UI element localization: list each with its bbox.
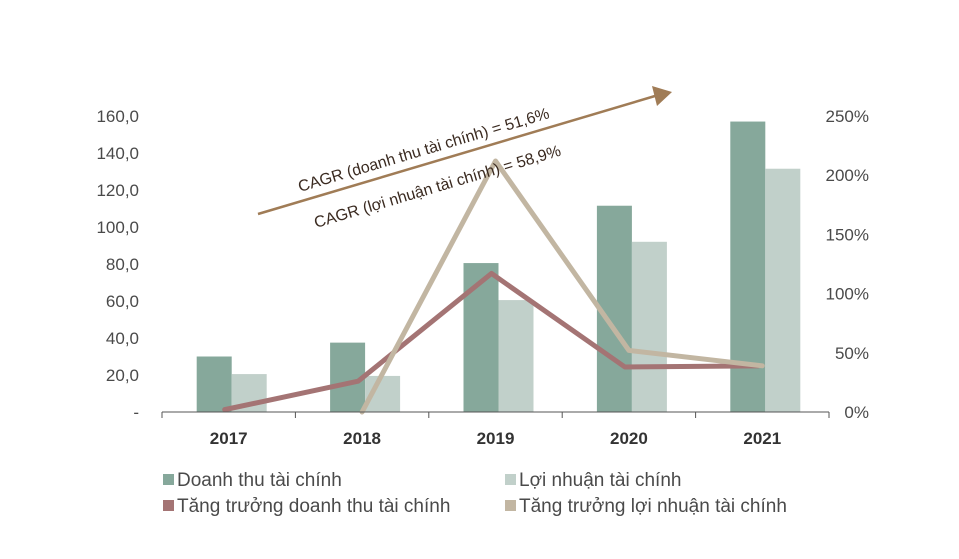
bar-s1-2019	[463, 263, 499, 412]
legend-label-3: Tăng trưởng doanh thu tài chính	[177, 496, 450, 517]
legend-swatch-4	[505, 500, 516, 511]
bar-s1-2017	[196, 356, 232, 412]
y-right-tick-label: 200%	[826, 166, 869, 185]
y-right-tick-label: 50%	[835, 344, 869, 363]
y-left-tick-label: 40,0	[106, 329, 139, 348]
cagr-arrow-line	[257, 94, 656, 216]
legend-swatch-2	[505, 474, 516, 485]
bar-s2-2021	[765, 168, 801, 412]
y-left-tick-label: 140,0	[96, 144, 139, 163]
y-right-tick-label: 100%	[826, 285, 869, 304]
y-left-tick-label: 80,0	[106, 255, 139, 274]
legend-label-2: Lợi nhuận tài chính	[519, 470, 681, 491]
legend-label-4: Tăng trưởng lợi nhuận tài chính	[519, 496, 787, 517]
cagr-arrow-head	[652, 86, 672, 106]
y-right-tick-label: 250%	[826, 107, 869, 126]
x-tick-label-2020: 2020	[610, 429, 648, 448]
x-tick-label-2021: 2021	[743, 429, 781, 448]
bar-s2-2020	[631, 241, 667, 412]
y-right-tick-label: 0%	[844, 403, 869, 422]
x-tick-label-2018: 2018	[343, 429, 381, 448]
bar-s1-2020	[596, 205, 632, 412]
bar-s2-2019	[498, 300, 534, 412]
x-tick-label-2019: 2019	[477, 429, 515, 448]
y-left-tick-label: 60,0	[106, 292, 139, 311]
line-series-2	[359, 158, 765, 415]
y-left-tick-label: 100,0	[96, 218, 139, 237]
legend-swatch-3	[163, 500, 174, 511]
legend: Doanh thu tài chính Lợi nhuận tài chính Tă…	[163, 470, 787, 517]
line-series-1	[222, 270, 761, 413]
y-right-tick-label: 150%	[826, 225, 869, 244]
y-left-tick-label: 120,0	[96, 181, 139, 200]
axis-layer: 2017 2018 2019 2020 2021 - 20,0 40,0 60,0 80,0 100…	[96, 107, 869, 448]
x-tick-label-2017: 2017	[210, 429, 248, 448]
y-left-tick-label: -	[133, 403, 139, 422]
legend-label-1: Doanh thu tài chính	[177, 470, 342, 491]
legend-swatch-1	[163, 474, 174, 485]
y-left-tick-label: 160,0	[96, 107, 139, 126]
lines-layer	[222, 158, 765, 415]
y-left-tick-label: 20,0	[106, 366, 139, 385]
